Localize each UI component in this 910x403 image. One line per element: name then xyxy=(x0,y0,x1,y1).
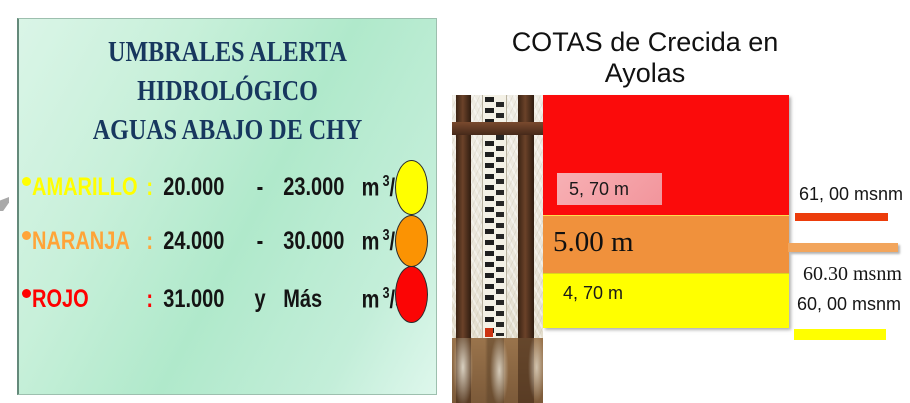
bullet-icon xyxy=(22,231,31,240)
yellow-band: 4, 70 m xyxy=(543,273,789,328)
threshold-text: AMARILLO : 20.000 - 23.000 m3/s xyxy=(32,167,440,202)
threshold-separator: y xyxy=(254,285,266,314)
elevation-label-6030: 60.30 msnm xyxy=(803,263,902,285)
threshold-max: 23.000 xyxy=(283,173,345,202)
orange-band-depth-label: 5.00 m xyxy=(553,226,634,258)
chart-title: COTAS de Crecida en Ayolas xyxy=(511,27,779,88)
red-band: 5, 70 m xyxy=(543,95,789,215)
panel-title-line1: UMBRALES ALERTA HIDROLÓGICO xyxy=(108,37,347,107)
threshold-max: 30.000 xyxy=(283,227,345,256)
elevation-label-61: 61, 00 msnm xyxy=(799,184,904,204)
river-water xyxy=(452,338,543,403)
bullet-icon xyxy=(22,289,31,298)
panel-title-line2: AGUAS ABAJO DE CHY xyxy=(92,115,363,146)
threshold-min: 20.000 xyxy=(163,173,225,202)
threshold-row-naranja: NARANJA : 24.000 - 30.000 m3/s xyxy=(19,221,439,255)
threshold-row-amarillo: AMARILLO : 20.000 - 23.000 m3/s xyxy=(19,167,439,201)
orange-band: 5.00 m xyxy=(543,215,789,273)
colon: : xyxy=(146,173,154,202)
threshold-separator: - xyxy=(256,173,264,202)
thresholds-panel: UMBRALES ALERTA HIDROLÓGICO AGUAS ABAJO … xyxy=(17,18,437,395)
threshold-min: 31.000 xyxy=(163,285,225,314)
staff-gauge-photo xyxy=(452,95,543,403)
orange-light-icon xyxy=(395,215,428,267)
threshold-label: AMARILLO xyxy=(32,173,138,202)
threshold-label: ROJO xyxy=(32,285,89,314)
bullet-icon xyxy=(22,177,31,186)
elevation-label-60: 60, 00 msnm xyxy=(797,294,902,314)
elevation-bar-yellow xyxy=(794,329,886,340)
threshold-min: 24.000 xyxy=(163,227,225,256)
gauge-red-mark xyxy=(485,328,493,337)
threshold-label: NARANJA xyxy=(32,227,130,256)
threshold-separator: - xyxy=(256,227,264,256)
red-band-depth-label: 5, 70 m xyxy=(557,173,662,205)
colon: : xyxy=(146,227,154,256)
elevation-bar-orange xyxy=(788,243,898,252)
flood-bands: 5, 70 m 5.00 m 4, 70 m xyxy=(543,95,789,328)
elevation-bar-red xyxy=(795,213,888,221)
panel-title: UMBRALES ALERTA HIDROLÓGICO AGUAS ABAJO … xyxy=(48,33,407,150)
threshold-max: Más xyxy=(283,285,323,314)
water-level-gauge xyxy=(482,95,507,338)
cursor-icon xyxy=(0,197,9,211)
colon: : xyxy=(146,285,154,314)
yellow-band-depth-label: 4, 70 m xyxy=(563,283,624,303)
right-post xyxy=(518,95,534,403)
threshold-text: NARANJA : 24.000 - 30.000 m3/s xyxy=(32,221,440,256)
left-post xyxy=(456,95,471,403)
wooden-beam xyxy=(452,122,543,135)
threshold-text: ROJO : 31.000 y Más m3/s xyxy=(32,279,440,314)
yellow-light-icon xyxy=(395,160,428,215)
red-light-icon xyxy=(395,266,428,323)
threshold-row-rojo: ROJO : 31.000 y Más m3/s xyxy=(19,279,439,313)
